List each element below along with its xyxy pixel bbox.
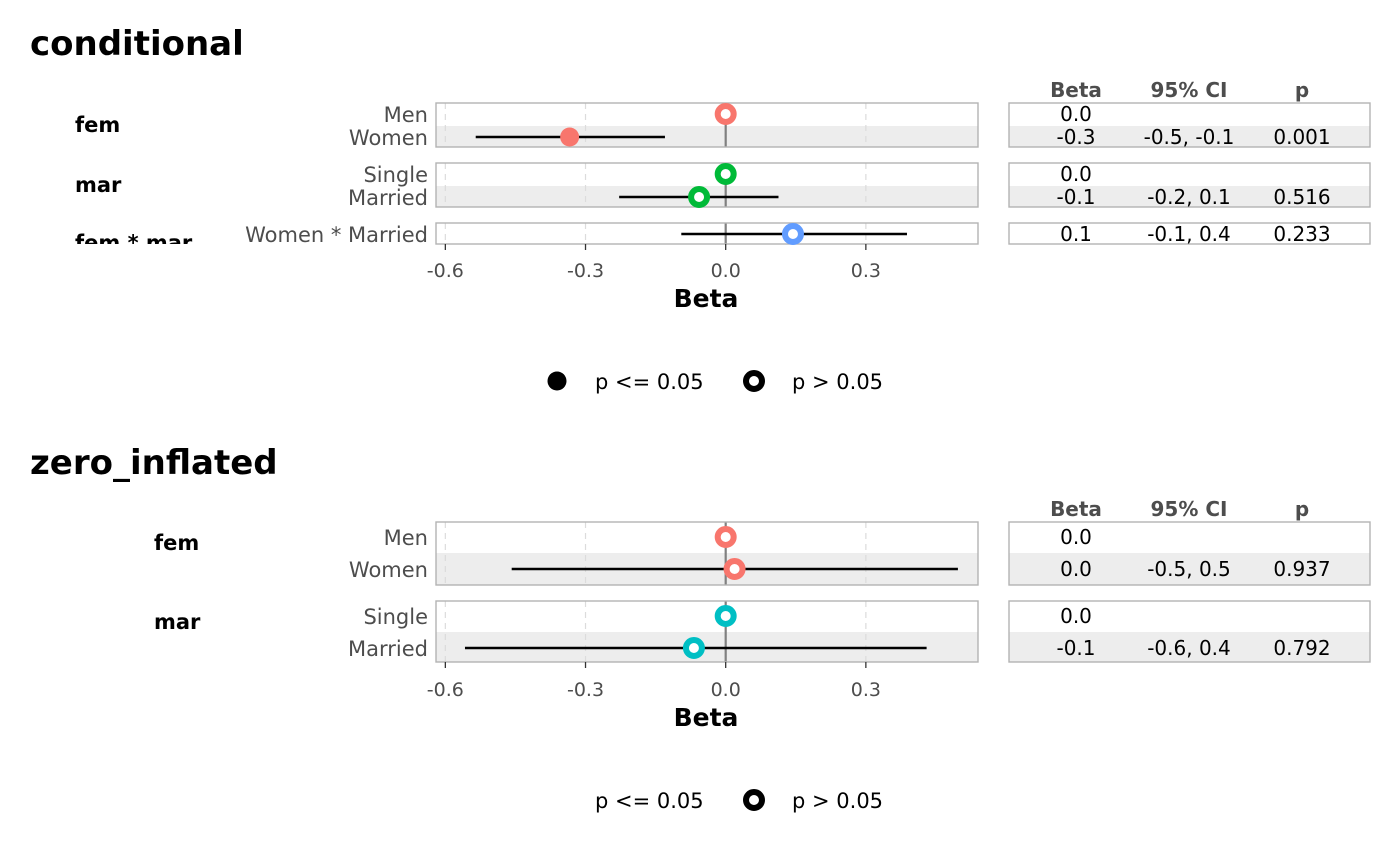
legend-key-filled: [547, 371, 567, 391]
cell-beta: -0.1: [1056, 185, 1095, 209]
plot-panel-border: [435, 162, 979, 208]
cell-p: 0.233: [1273, 222, 1330, 246]
term-label: Single: [363, 605, 428, 629]
x-tick-label: 0.3: [851, 260, 881, 282]
cell-ci: -0.2, 0.1: [1147, 185, 1231, 209]
legend: p <= 0.05 p > 0.05: [547, 370, 883, 394]
panel-fem-mar: fem * mar Women * Married 0.1 -0.1, 0.4 0.23…: [75, 222, 1371, 255]
estimate-point: [781, 223, 804, 245]
chart-1: conditional Beta 95% CI p fem Men 0.0 Women -0.3…: [30, 24, 1371, 394]
chart-2: zero_inflated Beta 95% CI p fem Men 0.0 Women 0.…: [30, 443, 1371, 813]
panel-fem: fem Men 0.0 Women 0.0 -0.5, 0.5 0.937: [154, 521, 1371, 586]
table-header: 95% CI: [1151, 497, 1228, 521]
group-label: mar: [75, 173, 122, 197]
cell-beta: -0.3: [1056, 125, 1095, 149]
cell-p: 0.937: [1273, 557, 1330, 581]
table-header: 95% CI: [1151, 78, 1228, 102]
estimate-point: [714, 163, 737, 185]
legend-label: p <= 0.05: [595, 789, 704, 813]
group-label: fem: [154, 531, 199, 555]
cell-beta: 0.0: [1060, 525, 1092, 549]
cell-ci: -0.5, -0.1: [1144, 125, 1235, 149]
table-panel-border: [1008, 102, 1371, 148]
table-header: Beta: [1050, 497, 1102, 521]
table-panel-border: [1008, 162, 1371, 208]
chart-title: conditional: [30, 24, 244, 64]
table-header: Beta: [1050, 78, 1102, 102]
table-row-shade: [1009, 553, 1370, 585]
term-label: Married: [348, 186, 428, 210]
panel-fem: fem Men 0.0 Women -0.3 -0.5, -0.1 0.001: [75, 102, 1371, 150]
x-tick-label: 0.0: [711, 260, 741, 282]
cell-beta: 0.0: [1060, 604, 1092, 628]
estimate-point: [688, 186, 711, 208]
x-tick-label: -0.3: [567, 679, 604, 701]
estimate-point: [714, 103, 737, 125]
cell-p: 0.516: [1273, 185, 1330, 209]
table-header: p: [1295, 78, 1309, 102]
x-axis-title: Beta: [674, 703, 739, 732]
x-tick-label: -0.6: [427, 260, 464, 282]
x-axis-title: Beta: [674, 284, 739, 313]
plot-panel-border: [435, 222, 979, 245]
table-row-shade: [1009, 186, 1370, 207]
term-label: Women: [349, 558, 428, 582]
plot-panel-border: [435, 521, 979, 586]
table-row-shade: [1009, 126, 1370, 147]
term-label: Men: [384, 526, 428, 550]
estimate-point: [682, 637, 705, 659]
cell-ci: -0.6, 0.4: [1147, 636, 1231, 660]
x-tick-label: -0.6: [427, 679, 464, 701]
term-label: Single: [363, 163, 428, 187]
group-label: fem: [75, 113, 120, 137]
table-header: p: [1295, 497, 1309, 521]
group-label: mar: [154, 610, 201, 634]
legend-key-hollow: [743, 370, 765, 392]
estimate-point: [560, 127, 580, 147]
cell-p: 0.792: [1273, 636, 1330, 660]
legend-label: p > 0.05: [792, 370, 883, 394]
cell-ci: -0.1, 0.4: [1147, 222, 1231, 246]
x-tick-label: -0.3: [567, 260, 604, 282]
term-label: Women * Married: [245, 223, 428, 247]
cell-beta: -0.1: [1056, 636, 1095, 660]
panel-mar: mar Single 0.0 Married -0.1 -0.6, 0.4 0.792: [154, 600, 1371, 663]
cell-beta: 0.0: [1060, 557, 1092, 581]
estimate-point: [714, 605, 737, 627]
legend-label: p <= 0.05: [595, 370, 704, 394]
cell-ci: -0.5, 0.5: [1147, 557, 1231, 581]
term-label: Men: [384, 103, 428, 127]
term-label: Married: [348, 637, 428, 661]
plot-panel-border: [435, 102, 979, 148]
legend-key-hollow: [743, 789, 765, 811]
legend-label: p > 0.05: [792, 789, 883, 813]
table-row-shade: [1009, 632, 1370, 662]
x-tick-label: 0.0: [711, 679, 741, 701]
cell-beta: 0.0: [1060, 102, 1092, 126]
legend: p <= 0.05 p > 0.05: [595, 789, 883, 813]
estimate-point: [714, 526, 737, 548]
cell-beta: 0.0: [1060, 162, 1092, 186]
table-panel-border: [1008, 222, 1371, 245]
chart-title: zero_inflated: [30, 443, 278, 483]
group-label: fem * mar: [75, 231, 193, 255]
cell-beta: 0.1: [1060, 222, 1092, 246]
panel-mar: mar Single 0.0 Married -0.1 -0.2, 0.1 0.516: [75, 162, 1371, 210]
estimate-point: [723, 558, 746, 580]
table-panel-border: [1008, 600, 1371, 663]
table-panel-border: [1008, 521, 1371, 586]
plot-panel-border: [435, 600, 979, 663]
term-label: Women: [349, 126, 428, 150]
cell-p: 0.001: [1273, 125, 1330, 149]
x-tick-label: 0.3: [851, 679, 881, 701]
